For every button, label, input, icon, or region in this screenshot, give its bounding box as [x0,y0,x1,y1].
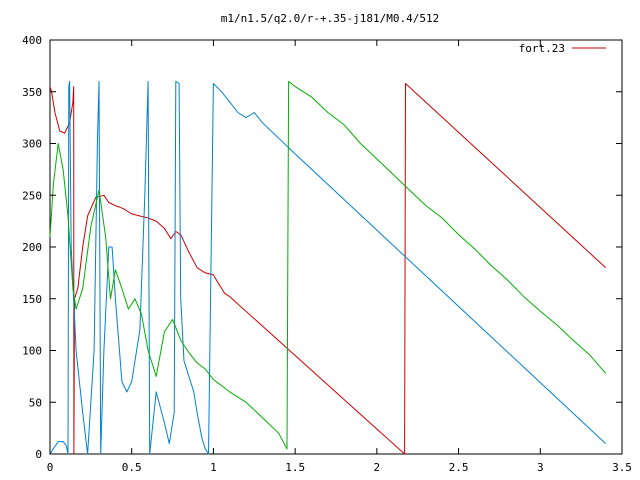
series-line-series-green [49,80,607,450]
y-tick-label: 300 [22,138,42,151]
y-tick-label: 350 [22,86,42,99]
axes-layer: 0 0.5 1 1.5 2 2.5 3 3.5 0 50 100 150 200 250 300 350 400 [22,34,632,474]
y-tick-label: 100 [22,345,42,358]
series-layer [49,80,607,455]
y-tick-label: 150 [22,293,42,306]
x-tick-label: 2.5 [449,461,469,474]
legend-label-fort-23: fort.23 [519,42,565,55]
y-tick-label: 200 [22,241,42,254]
y-tick-label: 400 [22,34,42,47]
x-tick-label: 0.5 [122,461,142,474]
y-tick-label: 250 [22,189,42,202]
x-tick-label: 2 [374,461,381,474]
legend: fort.23 [519,42,606,55]
y-tick-label: 50 [29,396,42,409]
series-line-fort-23 [49,83,607,455]
x-tick-label: 3.5 [612,461,632,474]
x-tick-label: 3 [537,461,544,474]
chart-title: m1/n1.5/q2.0/r-+.35-j181/M0.4/512 [221,12,440,25]
x-tick-label: 1.5 [285,461,305,474]
y-tick-label: 0 [35,448,42,461]
x-tick-label: 0 [47,461,54,474]
x-tick-label: 1 [210,461,217,474]
